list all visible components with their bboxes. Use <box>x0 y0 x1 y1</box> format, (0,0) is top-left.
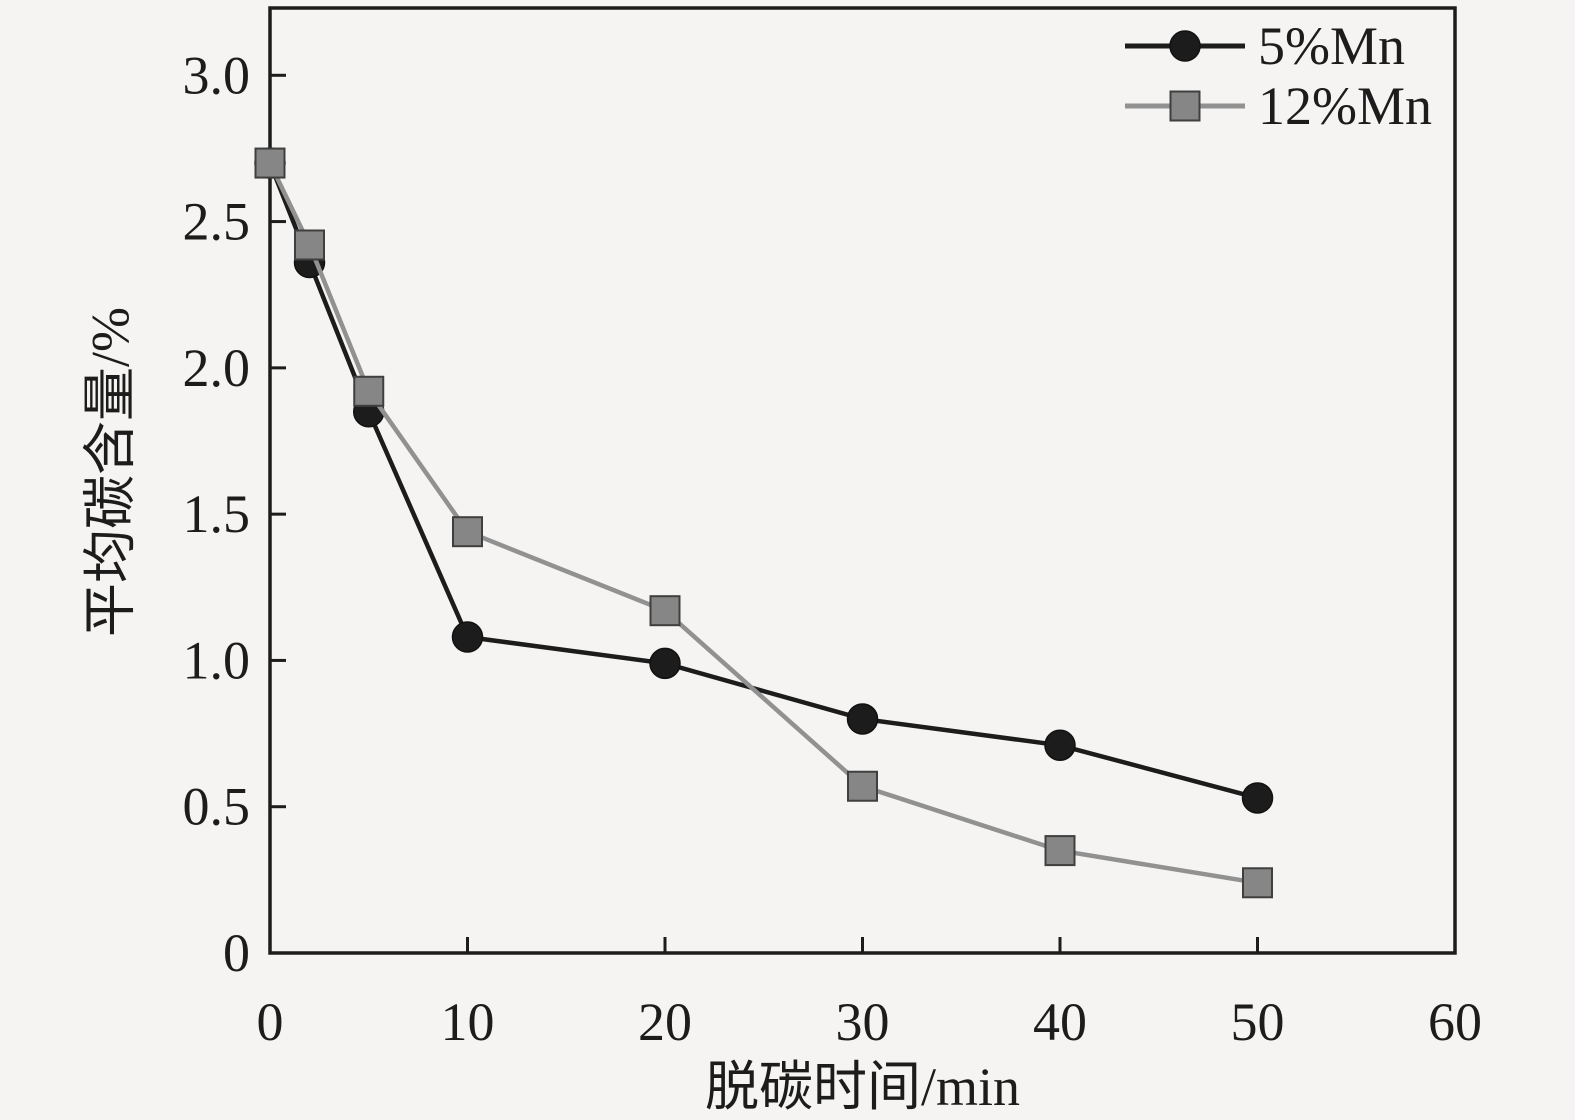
legend-item-5pct-mn: 5%Mn <box>1122 16 1432 76</box>
data-point-square <box>1242 867 1273 899</box>
data-point-circle <box>1044 729 1076 762</box>
y-tick-label: 1.0 <box>183 630 251 690</box>
x-tick-label: 20 <box>638 992 692 1052</box>
data-point-square <box>1044 835 1076 867</box>
y-tick-label: 2.0 <box>183 338 251 398</box>
legend-label-12pct-mn: 12%Mn <box>1258 76 1432 136</box>
data-point-square <box>452 516 483 548</box>
y-tick-label: 0 <box>223 923 250 983</box>
series-12%Mn <box>254 147 1273 899</box>
x-tick-label: 0 <box>257 992 284 1052</box>
data-point-square <box>294 229 325 261</box>
series-circle-sample-icon <box>1125 30 1245 62</box>
y-axis-title: 平均碳含量/% <box>80 307 141 637</box>
legend: 5%Mn 12%Mn <box>1122 16 1432 136</box>
data-point-circle <box>451 621 484 653</box>
data-point-square <box>1169 90 1201 122</box>
data-point-square <box>353 375 385 407</box>
data-point-circle <box>649 647 681 680</box>
data-point-circle <box>846 703 879 735</box>
x-tick-label: 40 <box>1033 992 1087 1052</box>
legend-label-5pct-mn: 5%Mn <box>1258 16 1405 76</box>
y-tick-label: 3.0 <box>183 45 251 105</box>
plot-border <box>268 6 1457 955</box>
series-line <box>267 162 1259 801</box>
x-tick-label: 30 <box>836 992 890 1052</box>
series-square-sample-icon <box>1125 90 1245 122</box>
x-tick-label: 50 <box>1231 992 1285 1052</box>
y-tick-label: 0.5 <box>183 777 251 837</box>
data-point-square <box>649 595 681 627</box>
data-point-circle <box>1169 30 1201 62</box>
legend-item-12pct-mn: 12%Mn <box>1122 76 1432 136</box>
data-point-circle <box>1241 782 1274 814</box>
y-tick-label: 1.5 <box>183 484 251 544</box>
x-tick-label: 10 <box>441 992 495 1052</box>
x-axis-title: 脱碳时间/min <box>704 1057 1020 1117</box>
y-tick-label: 2.5 <box>183 192 251 252</box>
x-tick-label: 60 <box>1428 992 1482 1052</box>
series-5%Mn <box>254 147 1274 814</box>
series-line <box>267 162 1258 886</box>
data-point-square <box>847 770 878 802</box>
data-point-square <box>254 147 286 179</box>
